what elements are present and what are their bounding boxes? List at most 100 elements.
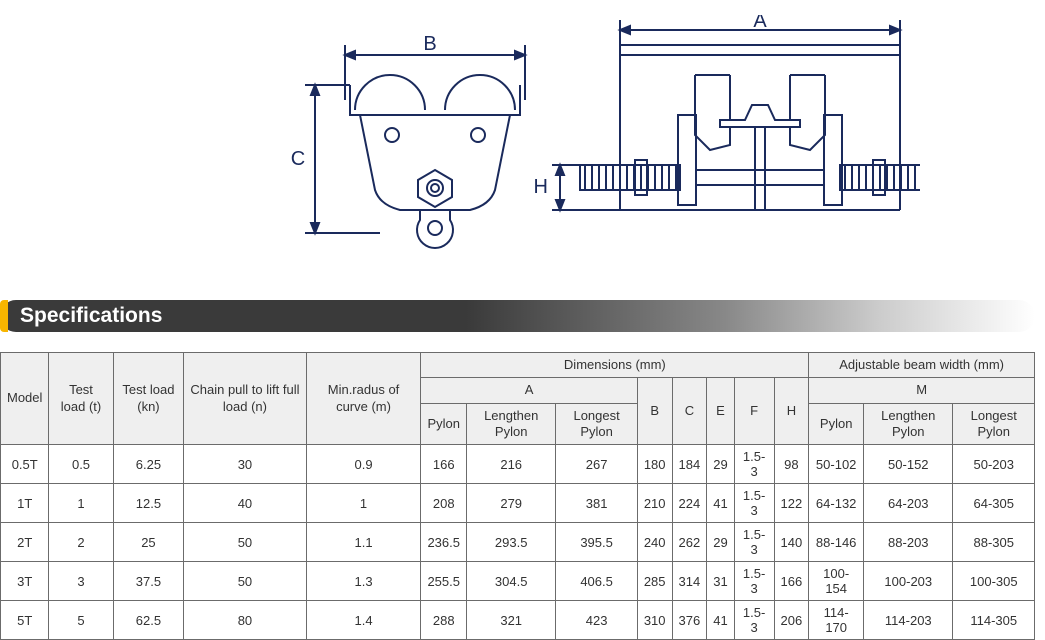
cell: 304.5 [467, 562, 556, 601]
cell: 50 [184, 523, 306, 562]
spec-table-body: 0.5T 0.5 6.25 30 0.9 166 216 267 180 184… [1, 445, 1035, 640]
cell: 1.3 [306, 562, 421, 601]
cell: 395.5 [556, 523, 637, 562]
cell: 12.5 [113, 484, 184, 523]
cell: 240 [637, 523, 672, 562]
cell: 50 [184, 562, 306, 601]
cell: 41 [707, 484, 734, 523]
cell: 25 [113, 523, 184, 562]
cell: 114-203 [864, 601, 953, 640]
cell: 224 [672, 484, 707, 523]
col-F: F [734, 378, 774, 445]
cell: 100-203 [864, 562, 953, 601]
diagram-area: B C [0, 0, 1045, 280]
cell: 30 [184, 445, 306, 484]
cell: 31 [707, 562, 734, 601]
dim-label-H: H [534, 176, 548, 198]
cell: 310 [637, 601, 672, 640]
spec-header-title: Specifications [0, 300, 1035, 332]
table-row: 2T 2 25 50 1.1 236.5 293.5 395.5 240 262… [1, 523, 1035, 562]
col-B: B [637, 378, 672, 445]
cell: 88-305 [953, 523, 1035, 562]
cell: 255.5 [421, 562, 467, 601]
cell: 1 [306, 484, 421, 523]
cell: 98 [774, 445, 809, 484]
cell: 0.5 [49, 445, 113, 484]
cell: 62.5 [113, 601, 184, 640]
col-test-load-kn: Test load (kn) [113, 353, 184, 445]
col-A-longest: Longest Pylon [556, 403, 637, 445]
spec-table: Model Test load (t) Test load (kn) Chain… [0, 352, 1035, 640]
cell: 184 [672, 445, 707, 484]
cell: 180 [637, 445, 672, 484]
cell: 293.5 [467, 523, 556, 562]
cell: 423 [556, 601, 637, 640]
col-M-pylon: Pylon [809, 403, 864, 445]
cell: 41 [707, 601, 734, 640]
cell: 114-170 [809, 601, 864, 640]
spec-header: Specifications [0, 300, 1035, 332]
cell: 5T [1, 601, 49, 640]
col-M-group: M [809, 378, 1035, 403]
cell: 88-203 [864, 523, 953, 562]
col-H: H [774, 378, 809, 445]
cell: 64-305 [953, 484, 1035, 523]
col-A-group: A [421, 378, 637, 403]
cell: 37.5 [113, 562, 184, 601]
cell: 114-305 [953, 601, 1035, 640]
cell: 314 [672, 562, 707, 601]
cell: 166 [421, 445, 467, 484]
cell: 140 [774, 523, 809, 562]
cell: 1.5-3 [734, 601, 774, 640]
col-model: Model [1, 353, 49, 445]
col-min-radius: Min.radus of curve (m) [306, 353, 421, 445]
dim-label-B: B [423, 33, 436, 55]
col-test-load-t: Test load (t) [49, 353, 113, 445]
cell: 80 [184, 601, 306, 640]
cell: 100-305 [953, 562, 1035, 601]
cell: 6.25 [113, 445, 184, 484]
cell: 216 [467, 445, 556, 484]
table-row: 3T 3 37.5 50 1.3 255.5 304.5 406.5 285 3… [1, 562, 1035, 601]
cell: 3T [1, 562, 49, 601]
page-root: B C [0, 0, 1045, 640]
cell: 1 [49, 484, 113, 523]
cell: 381 [556, 484, 637, 523]
cell: 64-132 [809, 484, 864, 523]
cell: 206 [774, 601, 809, 640]
cell: 2T [1, 523, 49, 562]
cell: 3 [49, 562, 113, 601]
cell: 288 [421, 601, 467, 640]
col-A-lengthen: Lengthen Pylon [467, 403, 556, 445]
cell: 1.5-3 [734, 445, 774, 484]
cell: 376 [672, 601, 707, 640]
cell: 122 [774, 484, 809, 523]
col-chain-pull: Chain pull to lift full load (n) [184, 353, 306, 445]
cell: 0.5T [1, 445, 49, 484]
cell: 50-102 [809, 445, 864, 484]
cell: 285 [637, 562, 672, 601]
dim-label-A: A [753, 15, 767, 32]
cell: 1.5-3 [734, 484, 774, 523]
cell: 1T [1, 484, 49, 523]
cell: 279 [467, 484, 556, 523]
cell: 0.9 [306, 445, 421, 484]
table-row: 1T 1 12.5 40 1 208 279 381 210 224 41 1.… [1, 484, 1035, 523]
cell: 50-152 [864, 445, 953, 484]
cell: 40 [184, 484, 306, 523]
cell: 166 [774, 562, 809, 601]
cell: 1.4 [306, 601, 421, 640]
cell: 29 [707, 523, 734, 562]
cell: 406.5 [556, 562, 637, 601]
cell: 1.1 [306, 523, 421, 562]
col-A-pylon: Pylon [421, 403, 467, 445]
table-row: 5T 5 62.5 80 1.4 288 321 423 310 376 41 … [1, 601, 1035, 640]
cell: 1.5-3 [734, 523, 774, 562]
cell: 100-154 [809, 562, 864, 601]
cell: 236.5 [421, 523, 467, 562]
table-row: 0.5T 0.5 6.25 30 0.9 166 216 267 180 184… [1, 445, 1035, 484]
col-M-lengthen: Lengthen Pylon [864, 403, 953, 445]
cell: 2 [49, 523, 113, 562]
cell: 267 [556, 445, 637, 484]
dim-label-C: C [291, 148, 305, 170]
